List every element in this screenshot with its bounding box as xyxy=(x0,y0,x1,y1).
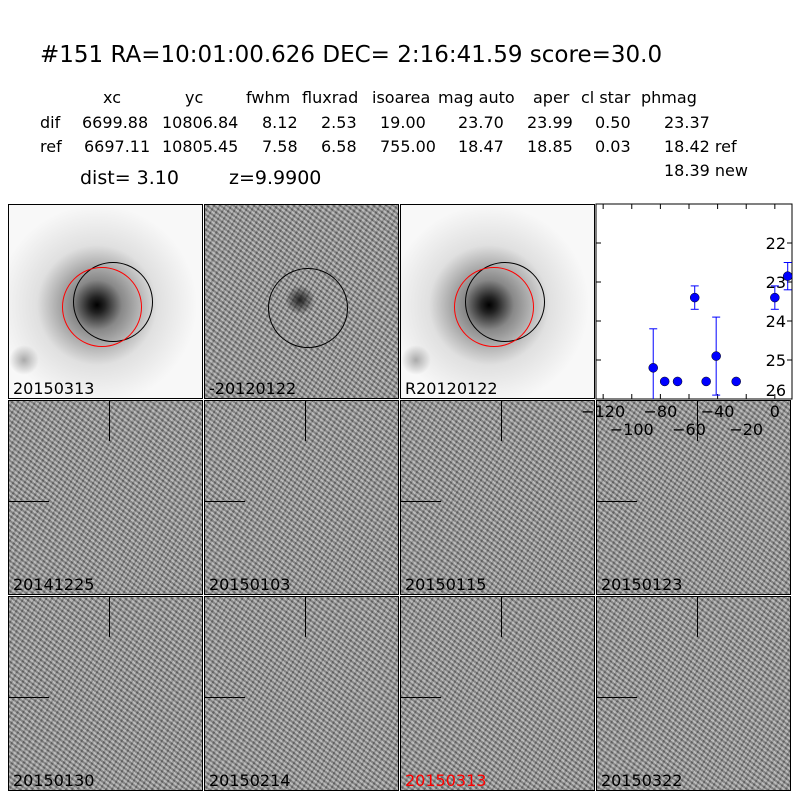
image-stamp: R20120122 xyxy=(400,204,595,399)
image-stamp: 20141225 xyxy=(8,400,203,595)
image-stamp: 20150103 xyxy=(204,400,399,595)
column-header: fwhm xyxy=(246,88,291,107)
crosshair-v xyxy=(501,597,502,637)
light-curve-plot: 22 23 24 25 26 −120−100−80−60−40−20 0 xyxy=(581,203,793,439)
table-cell: 18.47 xyxy=(458,137,504,156)
detection-circle xyxy=(62,267,142,347)
stamp-date-label: 20150103 xyxy=(209,575,291,594)
x-tick-label: −80 xyxy=(643,402,677,421)
table-cell: 23.99 xyxy=(527,113,573,132)
stamp-date-label: 20150123 xyxy=(601,575,683,594)
column-header: phmag xyxy=(641,88,697,107)
crosshair-v xyxy=(305,401,306,441)
stamp-date-label: 20150313 xyxy=(13,379,95,398)
image-stamp: 20150313 xyxy=(400,596,595,791)
table-cell: 0.03 xyxy=(595,137,631,156)
data-point xyxy=(672,376,683,387)
crosshair-h xyxy=(401,697,441,698)
detection-circle xyxy=(454,267,534,347)
column-header: xc xyxy=(103,88,121,107)
stamp-date-label: 20150115 xyxy=(405,575,487,594)
table-cell: 10806.84 xyxy=(162,113,239,132)
stamp-date-label: R20120122 xyxy=(405,379,498,398)
x-tick-label: −120 xyxy=(581,402,625,421)
crosshair-h xyxy=(205,697,245,698)
stamp-date-label: 20150322 xyxy=(601,771,683,790)
crosshair-v xyxy=(697,597,698,637)
column-header: mag auto xyxy=(438,88,515,107)
table-cell: 0.50 xyxy=(595,113,631,132)
data-point xyxy=(711,351,721,361)
image-stamp: 20150130 xyxy=(8,596,203,791)
dist-value: dist= 3.10 xyxy=(80,167,179,189)
table-cell: 7.58 xyxy=(262,137,298,156)
image-stamp: 20150313 xyxy=(8,204,203,399)
x-tick-label: −20 xyxy=(729,420,763,439)
stamp-date-label: 20141225 xyxy=(13,575,95,594)
data-point xyxy=(731,376,741,387)
stamp-date-label: 20150214 xyxy=(209,771,291,790)
image-stamp: 20150214 xyxy=(204,596,399,791)
image-stamp: -20120122 xyxy=(204,204,399,399)
y-tick-label: 24 xyxy=(766,312,786,331)
data-point xyxy=(689,292,700,303)
data-point xyxy=(659,376,670,387)
table-cell: 6697.11 xyxy=(84,137,151,156)
data-point xyxy=(782,271,793,281)
crosshair-h xyxy=(9,697,49,698)
column-header: aper xyxy=(533,88,570,107)
table-cell: 18.85 xyxy=(527,137,573,156)
crosshair-h xyxy=(205,501,245,502)
stamp-date-label: 20150130 xyxy=(13,771,95,790)
y-tick-label: 25 xyxy=(766,351,786,370)
crosshair-h xyxy=(597,697,637,698)
z-value: z=9.9900 xyxy=(229,167,322,189)
row-label: ref xyxy=(40,137,62,156)
table-cell: 18.42 ref xyxy=(664,137,737,156)
column-header: fluxrad xyxy=(302,88,359,107)
table-cell: 755.00 xyxy=(380,137,436,156)
crosshair-v xyxy=(501,401,502,441)
table-cell: 23.70 xyxy=(458,113,504,132)
image-stamp: 20150322 xyxy=(596,596,791,791)
x-tick-label: −40 xyxy=(701,402,735,421)
crosshair-v xyxy=(109,597,110,637)
data-point xyxy=(701,376,711,387)
table-cell: 6699.88 xyxy=(82,113,149,132)
crosshair-v xyxy=(305,597,306,637)
table-cell: 10805.45 xyxy=(162,137,239,156)
table-cell: 6.58 xyxy=(321,137,357,156)
table-cell: 23.37 xyxy=(664,113,710,132)
phmag-new: 18.39 new xyxy=(664,161,748,180)
crosshair-h xyxy=(401,501,441,502)
y-tick-label: 23 xyxy=(766,273,786,292)
data-point xyxy=(648,363,658,373)
image-stamp: 20150115 xyxy=(400,400,595,595)
column-header: yc xyxy=(185,88,204,107)
row-label: dif xyxy=(40,113,61,132)
crosshair-v xyxy=(109,401,110,441)
candidate-title: #151 RA=10:01:00.626 DEC= 2:16:41.59 sco… xyxy=(40,42,663,68)
x-tick-label: −100 xyxy=(610,420,654,439)
column-header: isoarea xyxy=(372,88,431,107)
image-stamp: 20150123 xyxy=(596,400,791,595)
crosshair-h xyxy=(9,501,49,502)
table-cell: 2.53 xyxy=(321,113,357,132)
y-tick-label: 22 xyxy=(766,234,786,253)
column-header: cl star xyxy=(581,88,631,107)
crosshair-v xyxy=(697,401,698,441)
stamp-date-label: -20120122 xyxy=(209,379,297,398)
y-tick-label: 26 xyxy=(766,381,786,400)
crosshair-h xyxy=(597,501,637,502)
table-cell: 19.00 xyxy=(380,113,426,132)
x-tick-label: −60 xyxy=(672,420,706,439)
stamp-date-label: 20150313 xyxy=(405,771,487,790)
x-tick-label: 0 xyxy=(770,402,780,421)
table-cell: 8.12 xyxy=(262,113,298,132)
aperture-circle xyxy=(268,268,348,348)
data-point xyxy=(770,292,780,303)
